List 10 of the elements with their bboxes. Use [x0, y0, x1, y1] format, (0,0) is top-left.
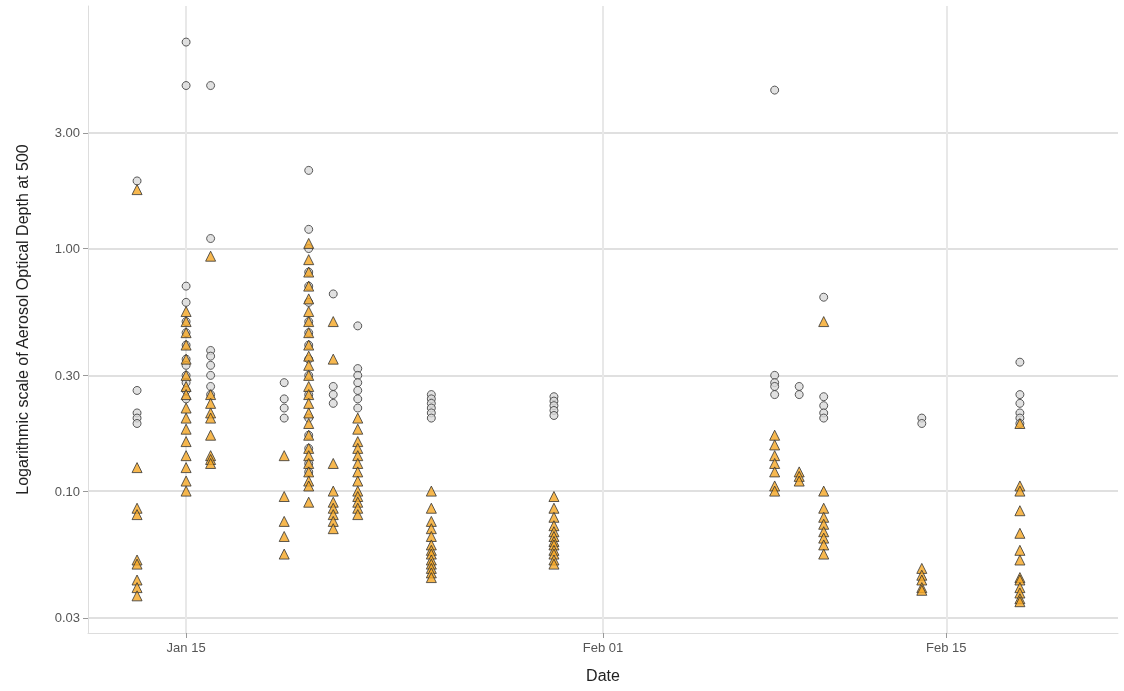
y-tick-label: 0.03: [54, 610, 80, 626]
x-tick-label: Jan 15: [166, 640, 206, 655]
y-tick-label: 3.00: [54, 125, 80, 141]
y-tick-label: 0.30: [54, 367, 80, 383]
x-tick-label: Feb 15: [926, 640, 967, 655]
y-axis-title: Logarithmic scale of Aerosol Optical Depth at 500: [13, 144, 31, 495]
x-axis-title: Date: [586, 666, 620, 684]
x-tick-label: Feb 01: [582, 640, 624, 655]
y-tick-label: 0.10: [54, 483, 80, 499]
y-tick-label: 1.00: [54, 241, 80, 257]
